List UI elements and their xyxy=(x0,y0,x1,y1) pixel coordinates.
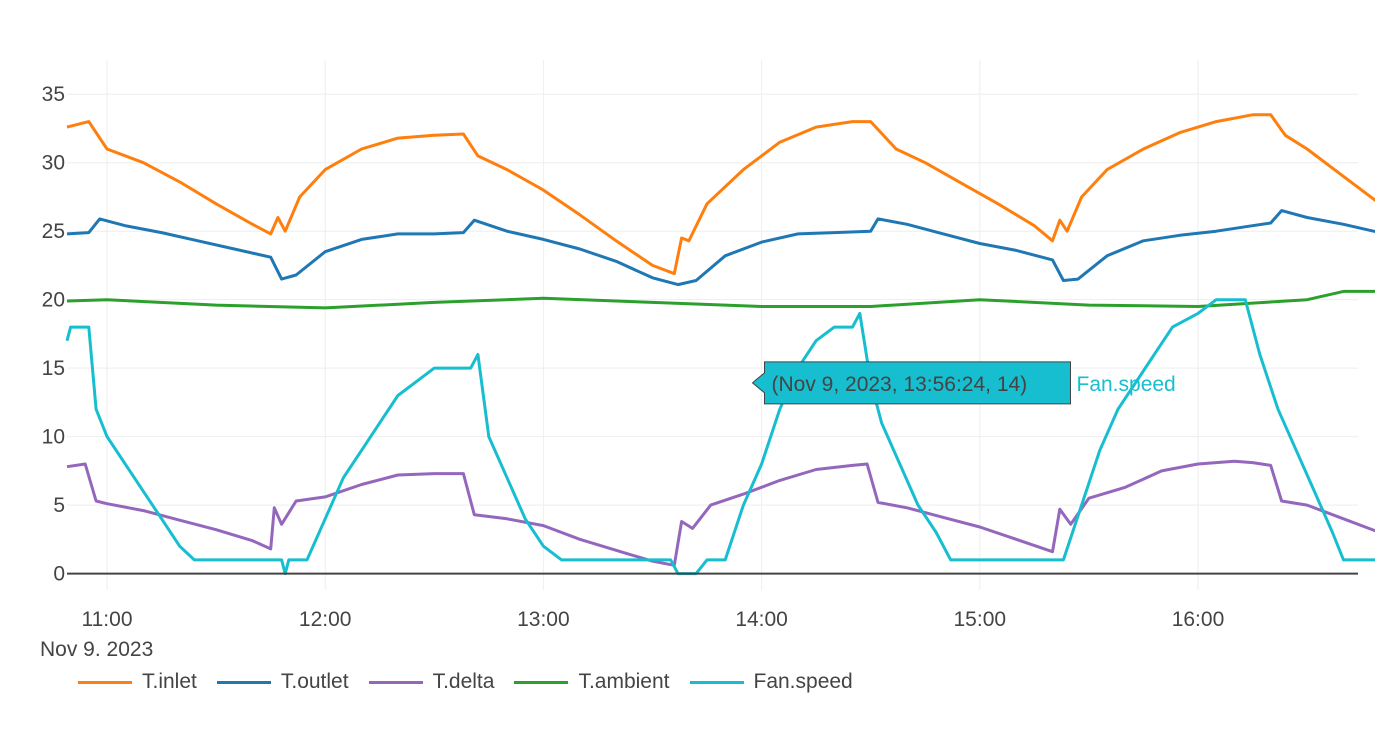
x-tick-label: 11:00 xyxy=(82,608,133,631)
hover-tooltip: (Nov 9, 2023, 13:56:24, 14) Fan.speed xyxy=(751,361,1176,405)
legend-label: T.ambient xyxy=(578,670,670,693)
legend-swatch xyxy=(689,680,744,684)
y-tick-label: 5 xyxy=(53,494,65,517)
legend-swatch xyxy=(368,680,423,684)
x-date-label: Nov 9. 2023 xyxy=(40,638,153,661)
y-tick-label: 0 xyxy=(53,563,65,586)
y-tick-label: 25 xyxy=(42,220,65,243)
legend-label: T.outlet xyxy=(280,670,349,693)
legend-swatch xyxy=(514,680,569,684)
tooltip-series-label: Fan.speed xyxy=(1077,373,1176,396)
legend-item-t-inlet[interactable]: T.inlet xyxy=(78,670,197,694)
axes: 0 5 10 15 20 25 30 35 11:00 12:00 13:00 14:00 15:00 1… xyxy=(40,83,1358,661)
y-tick-label: 15 xyxy=(42,357,65,380)
legend-swatch xyxy=(78,680,132,684)
legend-label: Fan.speed xyxy=(753,670,853,693)
x-tick-label: 12:00 xyxy=(299,608,352,631)
legend-label: T.delta xyxy=(432,670,495,693)
x-tick-label: 16:00 xyxy=(1172,608,1225,631)
series-line-fan-speed[interactable] xyxy=(65,298,1375,576)
series-line-t-inlet[interactable] xyxy=(66,113,1375,292)
tooltip-text: (Nov 9, 2023, 13:56:24, 14) xyxy=(772,373,1028,396)
y-tick-label: 20 xyxy=(42,289,65,312)
tooltip-box xyxy=(751,361,1071,405)
series-line-t-outlet[interactable] xyxy=(66,209,1375,300)
y-tick-label: 10 xyxy=(42,426,65,449)
legend-label: T.inlet xyxy=(142,670,197,693)
legend-item-t-outlet[interactable]: T.outlet xyxy=(216,670,349,694)
y-tick-label: 35 xyxy=(42,83,65,106)
x-tick-label: 13:00 xyxy=(517,608,570,631)
series-line-t-ambient[interactable] xyxy=(66,289,1375,310)
legend-item-t-delta[interactable]: T.delta xyxy=(368,670,495,694)
series-lines xyxy=(65,113,1375,576)
grid-lines xyxy=(67,60,1358,590)
x-tick-label: 14:00 xyxy=(735,608,788,631)
legend-item-t-ambient[interactable]: T.ambient xyxy=(514,670,670,694)
series-line-t-delta[interactable] xyxy=(66,459,1375,567)
legend-item-fan-speed[interactable]: Fan.speed xyxy=(689,670,853,694)
y-tick-label: 30 xyxy=(42,152,65,175)
legend: T.inlet T.outlet T.delta T.ambient Fan.speed xyxy=(78,670,873,694)
x-tick-label: 15:00 xyxy=(954,608,1007,631)
legend-swatch xyxy=(216,680,271,684)
